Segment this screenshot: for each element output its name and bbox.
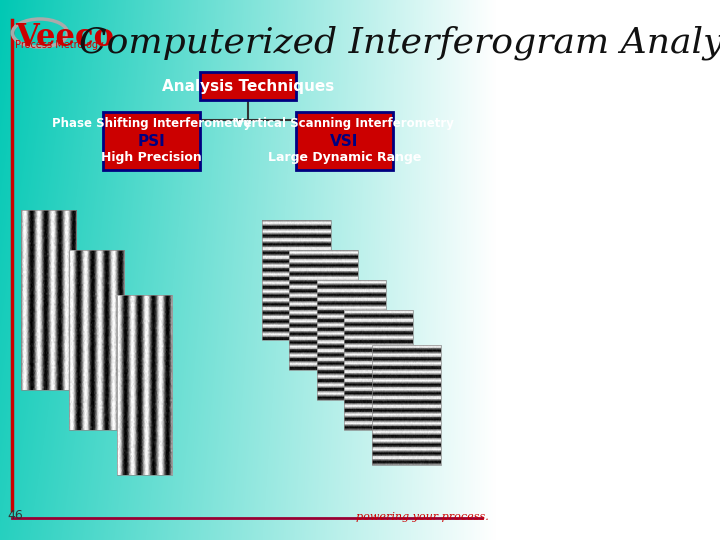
FancyBboxPatch shape [296,112,392,170]
Bar [372,345,441,465]
Bar [69,250,124,430]
Text: Analysis Techniques: Analysis Techniques [162,78,334,93]
Text: Computerized Interferogram Analysis: Computerized Interferogram Analysis [79,25,720,59]
Text: powering your process.: powering your process. [356,512,489,522]
Text: Process Metrology: Process Metrology [15,40,104,50]
Bar [317,280,386,400]
Bar [21,210,76,390]
Text: High Precision: High Precision [102,152,202,165]
Text: Phase Shifting Interferometry: Phase Shifting Interferometry [52,118,251,131]
Text: Vertical Scanning Interferometry: Vertical Scanning Interferometry [235,118,454,131]
FancyBboxPatch shape [199,72,296,100]
FancyBboxPatch shape [104,112,199,170]
Bar [117,295,172,475]
Bar [344,310,413,430]
Bar [289,250,359,370]
Text: VSI: VSI [330,133,359,148]
Text: 46: 46 [7,509,22,522]
Text: PSI: PSI [138,133,166,148]
Text: Large Dynamic Range: Large Dynamic Range [268,152,421,165]
Bar [262,220,330,340]
Text: Veeco: Veeco [15,22,114,53]
